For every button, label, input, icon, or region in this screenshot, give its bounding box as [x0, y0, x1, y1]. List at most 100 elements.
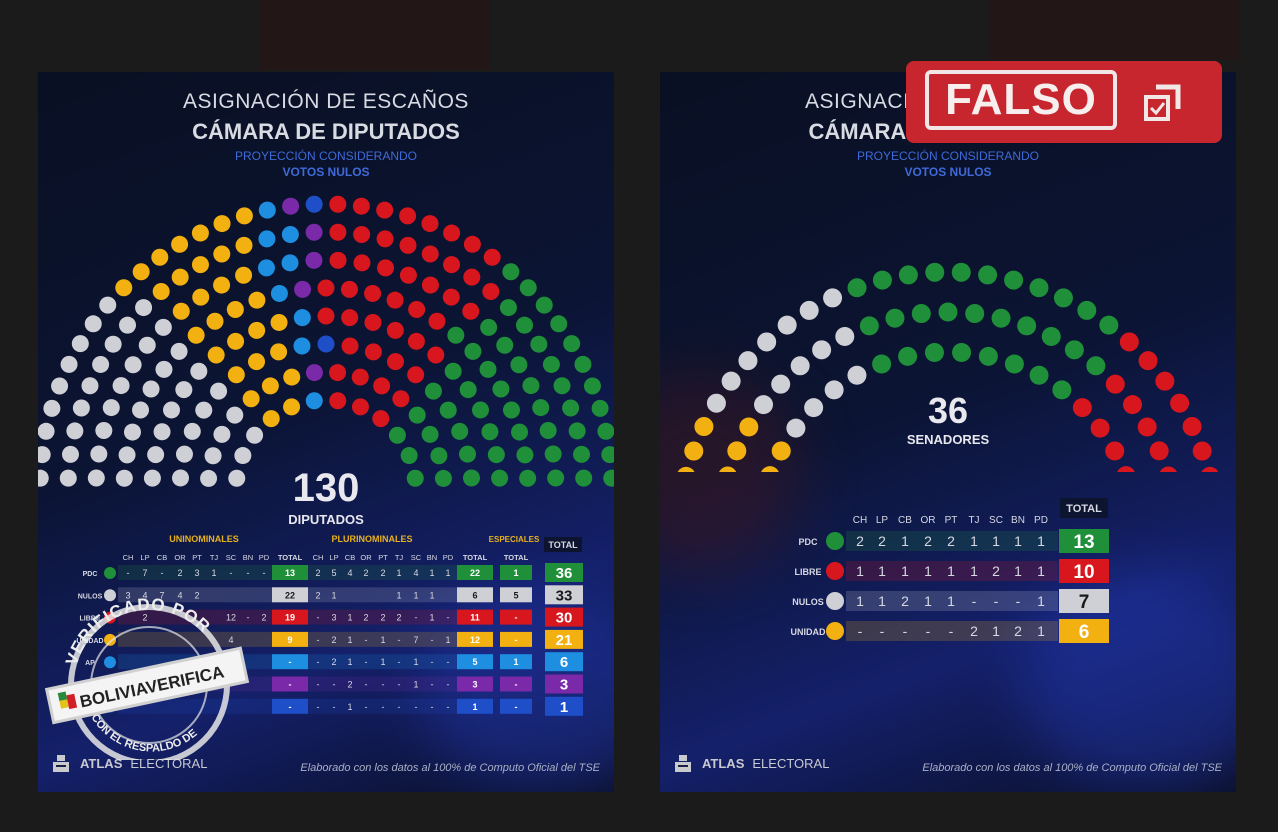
seat-pdc	[978, 265, 998, 285]
seat-nulos	[95, 421, 113, 439]
total-box	[545, 696, 583, 716]
seat-pdc	[978, 346, 998, 366]
table-cell: 4	[142, 590, 147, 600]
seat-pdc	[487, 446, 505, 464]
seat-total-number: 130	[292, 466, 360, 510]
table-cell: -	[333, 680, 336, 690]
seat-unidad	[248, 321, 266, 339]
seat-nulos	[824, 380, 844, 400]
table-cell: 1	[947, 563, 955, 579]
column-header: LP	[329, 553, 338, 562]
table-cell: -	[365, 635, 368, 645]
seat-libre	[1201, 466, 1219, 472]
senadores-panel: ASIGNACIÓN DE ESCAÑOS CÁMARA DE SENADORE…	[660, 72, 1236, 792]
seat-libre	[386, 353, 404, 371]
seat-libre	[386, 321, 404, 339]
seat-unidad	[207, 346, 225, 364]
footer-credit: Elaborado con los datos al 100% de Compu…	[300, 762, 600, 774]
seat-unidad	[694, 417, 714, 437]
table-cell: 1	[445, 635, 450, 645]
subtotal-box	[457, 609, 493, 625]
seat-libre	[399, 266, 417, 284]
seat-pdc	[1077, 300, 1097, 320]
seat-pdc	[911, 304, 931, 324]
table-cell: -	[263, 568, 266, 578]
total-box	[545, 629, 583, 649]
seat-pdc	[502, 263, 520, 281]
seat-nulos	[226, 406, 244, 424]
table-cell: -	[382, 680, 385, 690]
stamp-top-text: VERIFICADO POR	[62, 595, 214, 668]
seat-apb	[305, 251, 323, 269]
subtitle-line: PROYECCIÓN CONSIDERANDO	[856, 149, 1040, 163]
table-cell: 1	[1014, 563, 1022, 579]
seat-pdc	[601, 446, 614, 464]
background-shape	[260, 0, 490, 70]
especiales-value: -	[515, 680, 518, 690]
especiales-box	[500, 609, 532, 625]
subtotal-value: 5	[472, 657, 477, 667]
seat-nulos	[171, 469, 189, 487]
seat-pdc	[924, 342, 944, 362]
seat-pdc	[464, 342, 482, 360]
table-cell: 1	[1037, 563, 1045, 579]
ballot-box-icon	[675, 755, 691, 772]
especiales-value: 1	[513, 568, 518, 578]
seat-unidad	[242, 390, 260, 408]
seat-nulos	[200, 469, 218, 487]
seat-libre	[421, 245, 439, 263]
seat-nulos	[72, 399, 90, 417]
seat-nulos	[721, 371, 741, 391]
table-cell: 1	[856, 593, 864, 609]
row-party-label: UNIDAD	[791, 627, 826, 637]
row-band	[846, 561, 1058, 581]
seat-pdc	[502, 401, 520, 419]
seat-libre	[483, 248, 501, 266]
seat-nulos	[771, 374, 791, 394]
seat-unidad	[171, 235, 189, 253]
seat-ap	[258, 201, 276, 219]
seat-libre	[341, 309, 359, 327]
table-cell: -	[926, 623, 931, 639]
seat-pdc	[544, 445, 562, 463]
column-header: SC	[226, 553, 237, 562]
seat-nulos	[38, 469, 49, 487]
seat-libre	[329, 251, 347, 269]
row-band	[308, 565, 458, 580]
seat-pdc	[597, 422, 614, 440]
seat-unidad	[187, 326, 205, 344]
row-band	[308, 587, 458, 603]
seat-unidad	[192, 288, 210, 306]
footer-brand: ATLAS ELECTORAL	[672, 752, 829, 774]
table-cell: 1	[347, 657, 352, 667]
column-header: CH	[313, 553, 324, 562]
table-cell: 3	[194, 568, 199, 578]
seat-pdc	[550, 315, 568, 333]
seat-nulos	[155, 360, 173, 378]
seat-unidad	[248, 291, 266, 309]
table-cell: 1	[970, 533, 978, 549]
row-party-dot	[104, 633, 116, 646]
column-header: OR	[360, 553, 372, 562]
seat-pdc	[938, 302, 958, 322]
seat-apb	[305, 364, 323, 382]
row-party-label: LIBRE	[795, 567, 822, 577]
especiales-value: -	[515, 613, 518, 623]
row-party-dot	[104, 656, 116, 669]
table-cell: -	[161, 568, 164, 578]
seat-nulos	[213, 425, 231, 443]
seat-nulos	[81, 377, 99, 395]
table-cell: 1	[992, 623, 1000, 639]
seat-pdc	[573, 445, 591, 463]
table-cell: -	[972, 593, 977, 609]
subtotal-value: 22	[470, 568, 480, 578]
seat-ap	[293, 337, 311, 355]
total-box	[545, 607, 583, 627]
seat-pdc	[542, 355, 560, 373]
seat-ap	[305, 392, 323, 410]
seat-ap	[293, 309, 311, 327]
seat-nulos	[123, 423, 141, 441]
seat-pdc	[480, 318, 498, 336]
row-band	[118, 587, 273, 603]
table-cell: 1	[429, 568, 434, 578]
